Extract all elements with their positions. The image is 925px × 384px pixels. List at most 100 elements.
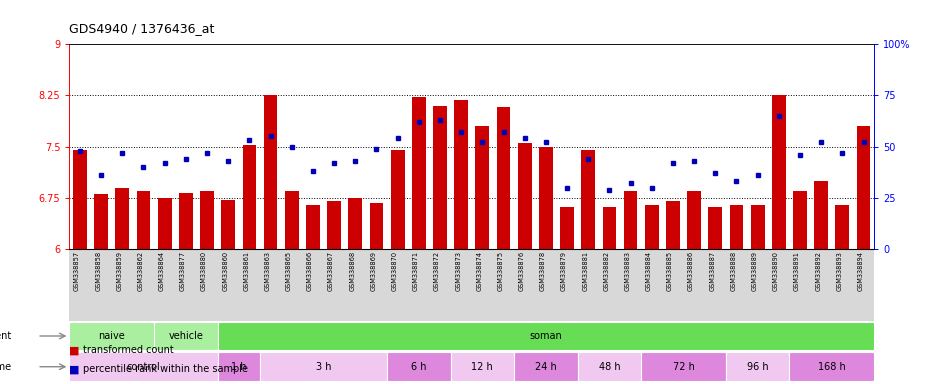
Bar bbox=[116, 187, 130, 249]
Text: 168 h: 168 h bbox=[818, 362, 845, 372]
Bar bbox=[264, 95, 278, 249]
Bar bbox=[793, 191, 807, 249]
Bar bbox=[370, 202, 383, 249]
Text: naive: naive bbox=[98, 331, 125, 341]
Text: GSM338859: GSM338859 bbox=[117, 251, 122, 291]
Text: soman: soman bbox=[529, 331, 562, 341]
Bar bbox=[217, 321, 874, 350]
Bar bbox=[73, 150, 87, 249]
Text: GSM338877: GSM338877 bbox=[179, 251, 186, 291]
Text: 12 h: 12 h bbox=[472, 362, 493, 372]
Text: GSM338885: GSM338885 bbox=[667, 251, 672, 291]
Text: time: time bbox=[0, 362, 11, 372]
Text: GSM338891: GSM338891 bbox=[794, 251, 800, 291]
Text: GSM338876: GSM338876 bbox=[519, 251, 524, 291]
Bar bbox=[751, 205, 765, 249]
Text: GSM338880: GSM338880 bbox=[201, 251, 207, 291]
Bar bbox=[260, 352, 387, 381]
Text: 3 h: 3 h bbox=[315, 362, 331, 372]
Text: GSM338884: GSM338884 bbox=[646, 251, 652, 291]
Text: GSM338868: GSM338868 bbox=[350, 251, 355, 291]
Bar bbox=[94, 194, 108, 249]
Text: 24 h: 24 h bbox=[535, 362, 557, 372]
Text: GSM338882: GSM338882 bbox=[603, 251, 610, 291]
Text: GSM338879: GSM338879 bbox=[561, 251, 567, 291]
Text: GSM338873: GSM338873 bbox=[455, 251, 462, 291]
Bar bbox=[306, 205, 320, 249]
Bar bbox=[581, 150, 595, 249]
Text: GSM338865: GSM338865 bbox=[286, 251, 291, 291]
Text: GSM338878: GSM338878 bbox=[540, 251, 546, 291]
Bar bbox=[726, 352, 789, 381]
Bar bbox=[387, 352, 450, 381]
Text: 48 h: 48 h bbox=[598, 362, 621, 372]
Bar bbox=[602, 207, 616, 249]
Text: 1 h: 1 h bbox=[231, 362, 247, 372]
Bar bbox=[730, 205, 744, 249]
Text: GSM338869: GSM338869 bbox=[370, 251, 376, 291]
Bar bbox=[835, 205, 849, 249]
Bar bbox=[412, 98, 426, 249]
Bar bbox=[772, 95, 785, 249]
Text: GSM338874: GSM338874 bbox=[476, 251, 482, 291]
Text: GSM338870: GSM338870 bbox=[391, 251, 398, 291]
Bar bbox=[137, 191, 151, 249]
Bar bbox=[154, 321, 217, 350]
Bar bbox=[349, 198, 363, 249]
Text: GSM338881: GSM338881 bbox=[582, 251, 588, 291]
Bar bbox=[69, 321, 154, 350]
Text: vehicle: vehicle bbox=[168, 331, 204, 341]
Bar bbox=[327, 201, 341, 249]
Text: GSM338861: GSM338861 bbox=[243, 251, 250, 291]
Bar bbox=[454, 100, 468, 249]
Text: 96 h: 96 h bbox=[746, 362, 769, 372]
Text: GSM338858: GSM338858 bbox=[95, 251, 101, 291]
Bar bbox=[285, 191, 299, 249]
Text: GSM338864: GSM338864 bbox=[159, 251, 165, 291]
Text: ■: ■ bbox=[69, 345, 80, 355]
Bar bbox=[200, 191, 214, 249]
Text: GSM338867: GSM338867 bbox=[328, 251, 334, 291]
Text: GSM338871: GSM338871 bbox=[413, 251, 419, 291]
Bar bbox=[623, 191, 637, 249]
Text: GSM338893: GSM338893 bbox=[836, 251, 843, 291]
Bar bbox=[666, 201, 680, 249]
Text: GSM338887: GSM338887 bbox=[709, 251, 715, 291]
Text: control: control bbox=[127, 362, 160, 372]
Bar bbox=[561, 207, 574, 249]
Text: GDS4940 / 1376436_at: GDS4940 / 1376436_at bbox=[69, 22, 215, 35]
Text: GSM338875: GSM338875 bbox=[498, 251, 503, 291]
Bar bbox=[709, 207, 722, 249]
Bar bbox=[514, 352, 577, 381]
Bar bbox=[390, 150, 404, 249]
Text: GSM338862: GSM338862 bbox=[138, 251, 143, 291]
Text: 6 h: 6 h bbox=[411, 362, 426, 372]
Text: GSM338863: GSM338863 bbox=[265, 251, 270, 291]
Bar bbox=[645, 205, 659, 249]
Bar bbox=[577, 352, 641, 381]
Text: GSM338889: GSM338889 bbox=[752, 251, 758, 291]
Text: GSM338886: GSM338886 bbox=[688, 251, 694, 291]
Bar bbox=[179, 193, 192, 249]
Bar bbox=[518, 143, 532, 249]
Bar bbox=[69, 352, 217, 381]
Text: transformed count: transformed count bbox=[83, 345, 174, 355]
Bar bbox=[242, 145, 256, 249]
Bar bbox=[789, 352, 874, 381]
Text: percentile rank within the sample: percentile rank within the sample bbox=[83, 364, 248, 374]
Bar bbox=[539, 147, 553, 249]
Bar bbox=[221, 200, 235, 249]
Text: GSM338872: GSM338872 bbox=[434, 251, 440, 291]
Text: GSM338888: GSM338888 bbox=[731, 251, 736, 291]
Text: 72 h: 72 h bbox=[672, 362, 695, 372]
Bar bbox=[857, 126, 870, 249]
Bar bbox=[158, 198, 171, 249]
Text: GSM338883: GSM338883 bbox=[624, 251, 631, 291]
Text: GSM338857: GSM338857 bbox=[74, 251, 80, 291]
Text: GSM338860: GSM338860 bbox=[222, 251, 228, 291]
Bar bbox=[450, 352, 514, 381]
Text: GSM338892: GSM338892 bbox=[815, 251, 821, 291]
Bar bbox=[217, 352, 260, 381]
Bar bbox=[497, 107, 511, 249]
Text: ■: ■ bbox=[69, 364, 80, 374]
